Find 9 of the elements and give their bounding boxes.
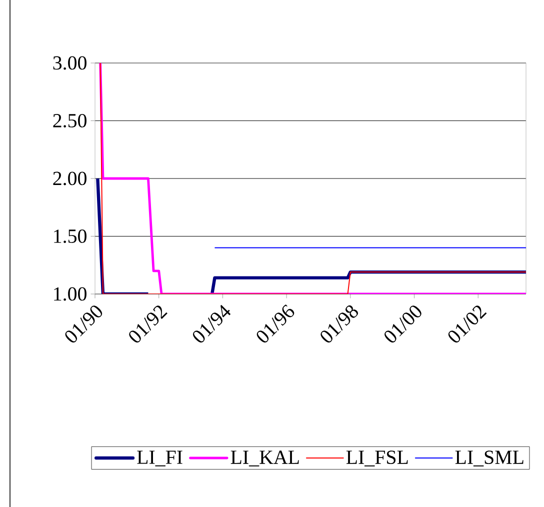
y-tick-label: 1.50 bbox=[54, 229, 86, 244]
legend-label: LI_FI bbox=[137, 450, 182, 466]
legend-label: LI_FSL bbox=[346, 450, 408, 466]
y-tick-label: 2.00 bbox=[53, 172, 86, 186]
y-tick-label: 1.00 bbox=[54, 287, 86, 301]
legend-label: LI_KAL bbox=[230, 450, 299, 466]
y-tick-label: 2.50 bbox=[53, 114, 86, 128]
y-tick-label: 3.00 bbox=[53, 56, 86, 70]
legend-label: LI_SML bbox=[455, 450, 524, 466]
